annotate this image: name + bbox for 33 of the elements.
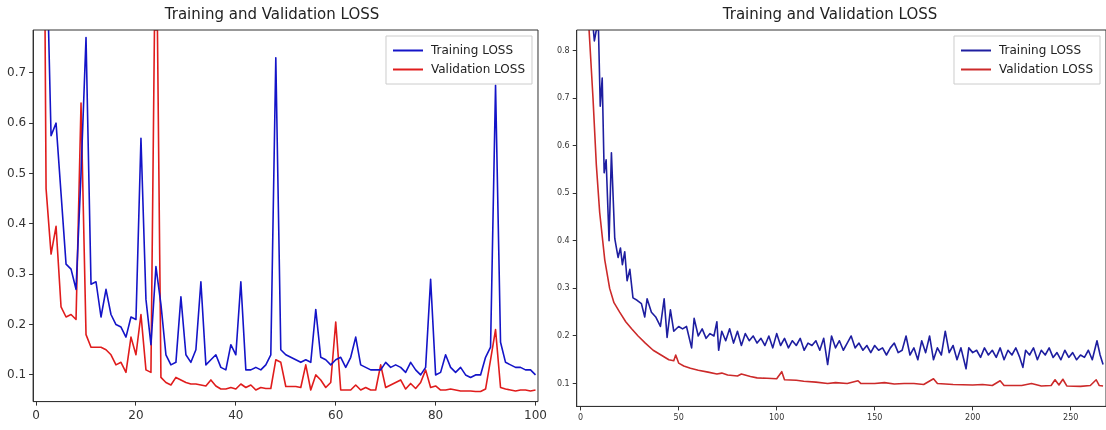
x-tick-label: 100 <box>769 413 785 423</box>
y-tick-label: 0.3 <box>556 283 570 293</box>
x-tick-label: 250 <box>1063 413 1079 423</box>
y-tick-label: 0.4 <box>556 235 570 245</box>
legend-label: Training LOSS <box>997 42 1082 57</box>
y-tick-label: 0.5 <box>6 165 27 180</box>
x-tick-label: 40 <box>228 407 244 422</box>
y-tick-label: 0.7 <box>6 64 27 79</box>
legend-label: Validation LOSS <box>430 61 525 76</box>
x-tick-label: 80 <box>427 407 444 422</box>
legend-label: Training LOSS <box>429 42 514 57</box>
y-tick-label: 0.4 <box>6 215 27 230</box>
y-tick-label: 0.1 <box>556 378 570 388</box>
x-tick-label: 0 <box>578 413 584 423</box>
y-tick-label: 0.6 <box>556 140 570 150</box>
y-tick-label: 0.5 <box>556 188 570 198</box>
x-tick-label: 20 <box>128 407 144 422</box>
chart-title: Training and Validation LOSS <box>163 4 380 23</box>
x-tick-label: 50 <box>673 413 684 423</box>
x-tick-label: 0 <box>32 407 40 422</box>
legend-label: Validation LOSS <box>998 61 1094 76</box>
y-tick-label: 0.7 <box>556 93 570 103</box>
x-tick-label: 100 <box>524 407 547 422</box>
y-tick-label: 0.3 <box>6 266 27 281</box>
x-tick-label: 150 <box>867 413 883 423</box>
x-tick-label: 60 <box>328 407 344 422</box>
x-tick-label: 200 <box>965 413 981 423</box>
chart-title: Training and Validation LOSS <box>721 4 938 23</box>
y-tick-label: 0.6 <box>6 115 27 130</box>
y-tick-label: 0.1 <box>6 367 27 382</box>
y-tick-label: 0.8 <box>556 45 570 55</box>
y-tick-label: 0.2 <box>6 316 27 331</box>
y-tick-label: 0.2 <box>556 331 570 341</box>
